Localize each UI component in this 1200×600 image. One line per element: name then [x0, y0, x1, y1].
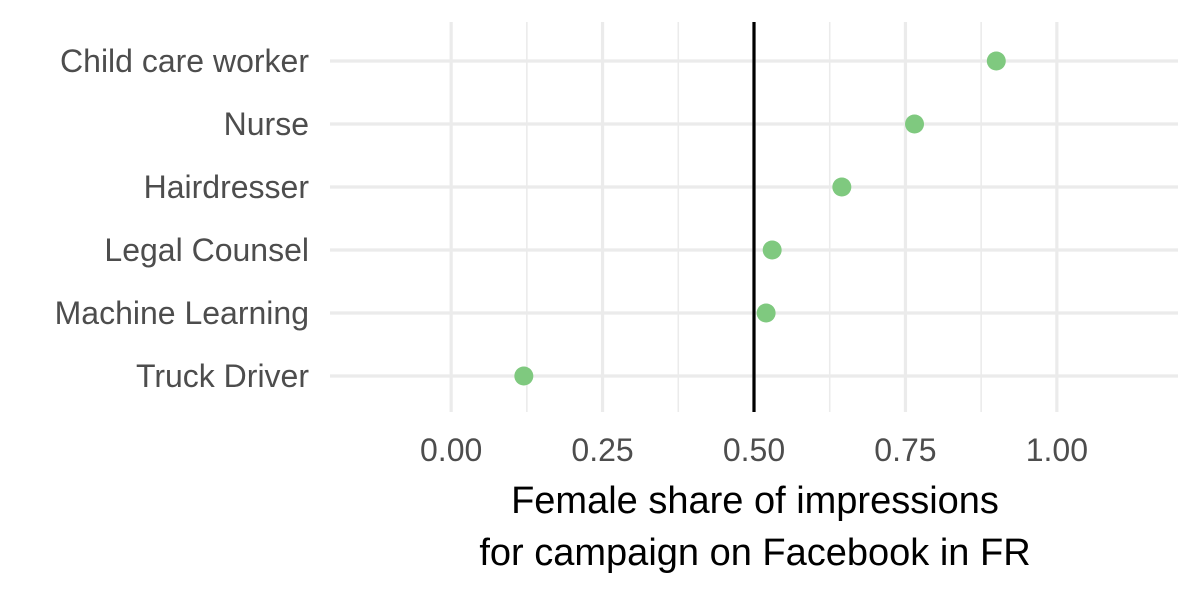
y-tick-label: Machine Learning: [55, 295, 309, 331]
data-point: [905, 114, 925, 134]
x-tick-label: 0.25: [571, 432, 633, 468]
data-point: [986, 51, 1006, 71]
x-axis-title-line-1: Female share of impressions: [511, 480, 999, 522]
x-tick-label: 0.50: [723, 432, 785, 468]
y-tick-label: Legal Counsel: [104, 232, 309, 268]
data-point: [832, 177, 852, 197]
y-tick-label: Nurse: [224, 106, 309, 142]
x-tick-label: 1.00: [1026, 432, 1088, 468]
y-tick-label: Truck Driver: [136, 358, 309, 394]
point-layer: [514, 51, 1006, 386]
y-tick-label: Child care worker: [60, 43, 309, 79]
x-tick-label: 0.75: [874, 432, 936, 468]
data-point: [762, 240, 782, 260]
data-point: [514, 366, 534, 386]
y-tick-label: Hairdresser: [144, 169, 310, 205]
x-tick-label: 0.00: [420, 432, 482, 468]
x-axis-labels: 0.00 0.25 0.50 0.75 1.00: [420, 432, 1088, 468]
y-axis-labels: Child care worker Nurse Hairdresser Legal C…: [55, 43, 310, 394]
data-point: [756, 303, 776, 323]
x-axis-title-line-2: for campaign on Facebook in FR: [479, 532, 1030, 574]
